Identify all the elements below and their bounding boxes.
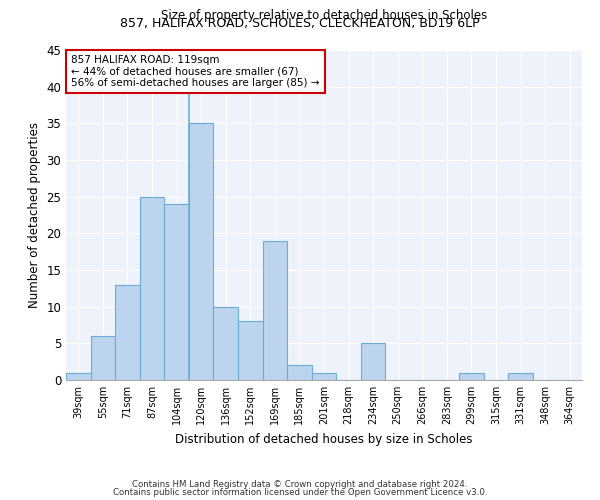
Bar: [91, 336, 115, 380]
Text: Contains HM Land Registry data © Crown copyright and database right 2024.: Contains HM Land Registry data © Crown c…: [132, 480, 468, 489]
Bar: [263, 240, 287, 380]
Bar: [164, 204, 189, 380]
Bar: [214, 306, 238, 380]
Bar: [312, 372, 336, 380]
Text: 857 HALIFAX ROAD: 119sqm
← 44% of detached houses are smaller (67)
56% of semi-d: 857 HALIFAX ROAD: 119sqm ← 44% of detach…: [71, 55, 320, 88]
Text: Contains public sector information licensed under the Open Government Licence v3: Contains public sector information licen…: [113, 488, 487, 497]
Bar: [361, 344, 385, 380]
Bar: [508, 372, 533, 380]
Bar: [287, 366, 312, 380]
Bar: [115, 284, 140, 380]
Bar: [459, 372, 484, 380]
Bar: [66, 372, 91, 380]
X-axis label: Distribution of detached houses by size in Scholes: Distribution of detached houses by size …: [175, 432, 473, 446]
Title: Size of property relative to detached houses in Scholes: Size of property relative to detached ho…: [161, 10, 487, 22]
Text: 857, HALIFAX ROAD, SCHOLES, CLECKHEATON, BD19 6LP: 857, HALIFAX ROAD, SCHOLES, CLECKHEATON,…: [120, 18, 480, 30]
Bar: [189, 124, 214, 380]
Y-axis label: Number of detached properties: Number of detached properties: [28, 122, 41, 308]
Bar: [238, 322, 263, 380]
Bar: [140, 196, 164, 380]
